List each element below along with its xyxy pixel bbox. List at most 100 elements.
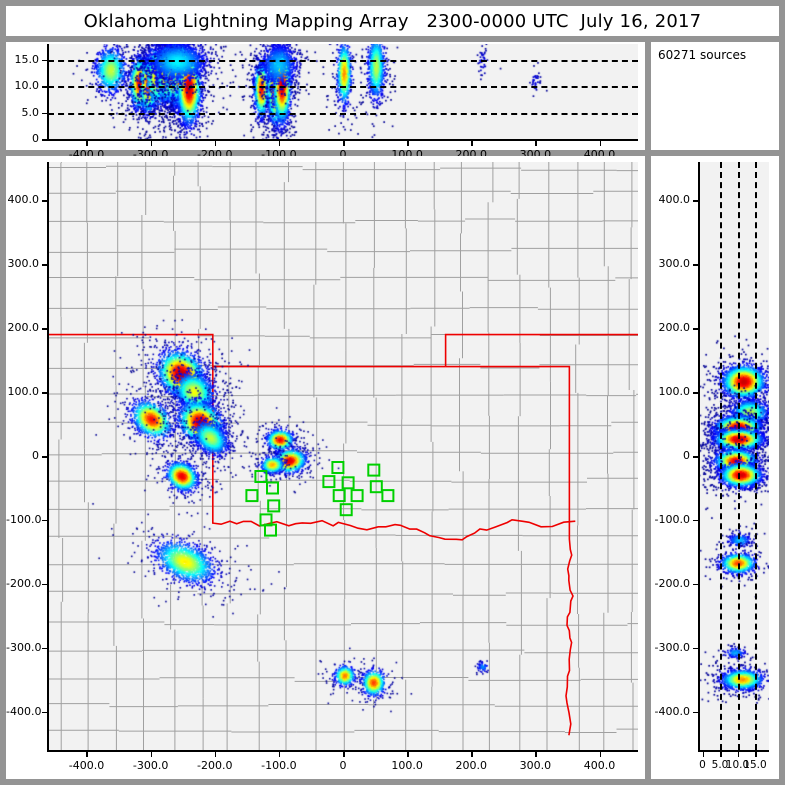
altitude-vs-east-west-panel: 0 5.0 10.0 15.0 -400.0 -300.0 -200.0 -100.0 0 100…	[6, 42, 645, 161]
x-tick-label: 400.0	[583, 759, 616, 772]
x-tick	[471, 751, 473, 757]
y-tick	[42, 519, 48, 522]
lma-station-marker	[350, 489, 364, 503]
y-tick	[693, 392, 699, 394]
y-tick-label: 15.0	[14, 52, 40, 66]
y-tick	[693, 200, 699, 202]
x-tick	[535, 751, 537, 757]
y-tick-label: 0	[32, 449, 39, 462]
lma-station-marker	[331, 461, 345, 474]
lma-station-marker	[264, 523, 277, 537]
y-tick	[42, 86, 48, 88]
x-tick	[599, 751, 602, 757]
lma-station-marker	[341, 476, 355, 490]
x-axis-line	[47, 139, 638, 141]
x-tick	[214, 751, 217, 757]
y-tick	[42, 59, 48, 62]
grid-line-horizontal	[48, 86, 638, 89]
y-tick-label: 0	[32, 132, 39, 145]
altitude-vs-north-south-points	[699, 162, 769, 750]
x-tick	[86, 751, 88, 757]
plan-view-source-points	[48, 162, 638, 750]
y-tick	[693, 519, 699, 522]
y-tick-label: 300.0	[658, 257, 691, 271]
lma-station-marker	[367, 463, 381, 477]
x-tick-label: -400.0	[68, 759, 105, 772]
y-tick-label: -300.0	[6, 640, 42, 654]
y-tick	[42, 328, 48, 330]
x-tick	[150, 140, 153, 146]
x-tick	[737, 751, 739, 757]
y-tick-label: 200.0	[658, 321, 691, 335]
y-tick-label: 400.0	[7, 193, 40, 207]
lma-station-marker	[322, 475, 336, 489]
x-tick	[755, 751, 757, 757]
lma-station-marker	[254, 470, 268, 483]
y-tick-label: -200.0	[654, 576, 690, 590]
lma-station-marker	[267, 499, 281, 513]
y-tick	[42, 112, 48, 115]
y-tick-label: 200.0	[7, 321, 40, 335]
altitude-vs-east-west-points	[48, 44, 638, 139]
x-tick	[278, 751, 281, 757]
y-tick	[693, 264, 699, 266]
grid-line-vertical	[755, 162, 757, 750]
lma-station-marker	[245, 489, 259, 503]
x-tick-label: 0	[339, 759, 347, 772]
grid-line-vertical	[720, 162, 722, 750]
lma-station-marker	[266, 481, 279, 495]
x-tick	[702, 751, 704, 757]
x-tick	[150, 751, 153, 757]
x-tick	[343, 751, 345, 757]
x-tick	[214, 140, 217, 146]
y-tick	[693, 328, 699, 330]
x-axis-line	[47, 750, 638, 752]
x-tick-label: 300.0	[519, 759, 552, 772]
x-tick	[599, 140, 602, 146]
x-tick-label: -300.0	[132, 759, 169, 772]
y-tick	[42, 139, 48, 141]
x-axis-line	[698, 750, 769, 752]
grid-line-horizontal	[48, 112, 638, 115]
x-tick	[343, 140, 345, 146]
y-tick	[693, 711, 699, 714]
x-tick-label: 10.0	[725, 759, 750, 771]
x-tick	[471, 140, 473, 146]
lma-station-marker	[332, 489, 346, 503]
y-tick-label: -400.0	[6, 704, 42, 718]
x-tick-label: 200.0	[455, 759, 488, 772]
altitude-vs-east-west-plot	[48, 44, 638, 139]
y-tick	[42, 200, 48, 202]
grid-line-horizontal	[48, 59, 638, 62]
y-tick	[42, 647, 48, 650]
y-tick-label: -100.0	[6, 512, 42, 526]
y-axis-line	[47, 44, 49, 139]
x-tick	[407, 751, 409, 757]
x-tick-label: 15.0	[743, 759, 767, 771]
source-count-panel: 60271 sources	[651, 42, 779, 150]
y-tick-label: 10.0	[14, 79, 40, 93]
y-tick-label: -400.0	[654, 704, 690, 718]
y-tick	[693, 456, 699, 458]
lma-station-marker	[381, 489, 395, 503]
plan-view-map-plot	[48, 162, 638, 750]
lma-station-markers-layer	[245, 461, 395, 537]
altitude-vs-north-south-panel: 400.0 300.0 200.0 100.0 0 -100.0 -200.0 -300.0 -…	[651, 156, 779, 779]
x-tick-label: -200.0	[197, 759, 233, 772]
x-tick	[535, 140, 537, 146]
y-tick	[42, 583, 48, 586]
lma-station-marker	[339, 503, 353, 517]
x-tick-label: 0	[339, 148, 347, 161]
x-tick	[278, 140, 281, 146]
y-tick-label: -100.0	[654, 512, 690, 526]
y-tick-label: -300.0	[654, 640, 690, 654]
title-bar: Oklahoma Lightning Mapping Array 2300-00…	[6, 6, 779, 36]
x-tick-label: 100.0	[391, 759, 423, 772]
y-tick	[42, 456, 48, 458]
source-count-label: 60271 sources	[658, 48, 747, 62]
x-tick	[86, 140, 88, 146]
altitude-vs-north-south-plot	[699, 162, 769, 750]
y-tick	[42, 711, 48, 714]
y-tick-label: -200.0	[6, 576, 42, 590]
lma-station-marker	[369, 480, 383, 494]
